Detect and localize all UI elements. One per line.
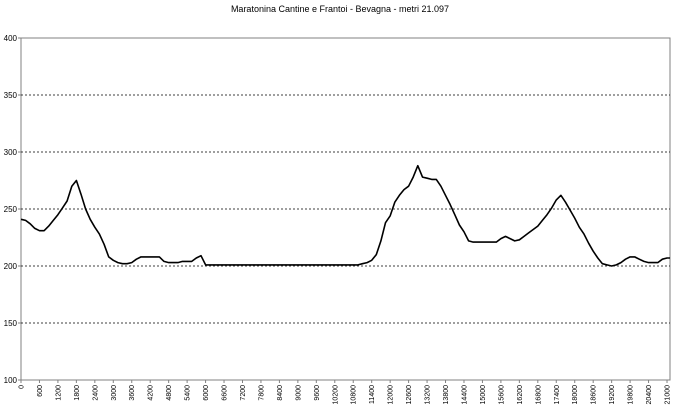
x-tick-label: 6600 [222, 385, 229, 401]
y-axis: 100 150 200 250 300 350 400 [4, 34, 21, 385]
x-tick-label: 19200 [609, 385, 616, 405]
x-tick-label: 16200 [517, 385, 524, 405]
x-tick-label: 16800 [535, 385, 542, 405]
y-tick-label: 150 [4, 319, 18, 328]
y-tick-label: 350 [4, 91, 18, 100]
x-tick-label: 11400 [369, 385, 376, 404]
x-tick-label: 18000 [572, 385, 579, 405]
x-tick-label: 1800 [74, 385, 81, 401]
x-tick-label: 21000 [665, 385, 672, 405]
grid-lines [21, 94, 670, 324]
y-tick-label: 100 [4, 376, 18, 385]
x-tick-label: 10800 [351, 385, 358, 405]
x-tick-label: 20400 [646, 385, 653, 405]
x-tick-label: 13800 [443, 385, 450, 405]
elevation-line [20, 164, 670, 267]
x-tick-label: 8400 [277, 385, 284, 401]
x-tick-label: 5400 [185, 385, 192, 401]
x-tick-label: 10200 [332, 385, 339, 405]
series-layer [20, 164, 670, 267]
y-tick-label: 300 [4, 148, 18, 157]
x-tick-label: 3600 [129, 385, 136, 401]
x-tick-label: 17400 [554, 385, 561, 405]
x-tick-label: 2400 [92, 385, 99, 401]
x-axis: 0 600 1200 1800 2400 3000 3600 4200 4800 5400 6000… [19, 380, 672, 404]
x-tick-label: 15600 [498, 385, 505, 405]
x-tick-label: 12000 [388, 385, 395, 405]
x-tick-label: 6000 [203, 385, 210, 401]
x-tick-label: 4800 [166, 385, 173, 401]
x-tick-label: 1200 [55, 385, 62, 401]
x-tick-label: 19800 [628, 385, 635, 405]
x-tick-label: 12600 [406, 385, 413, 405]
x-tick-label: 13200 [425, 385, 432, 405]
x-tick-label: 7200 [240, 385, 247, 401]
x-tick-label: 18600 [591, 385, 598, 405]
x-tick-label: 4200 [148, 385, 155, 401]
x-tick-label: 9600 [314, 385, 321, 401]
x-tick-label: 0 [19, 385, 26, 389]
x-tick-label: 7800 [258, 385, 265, 401]
y-tick-label: 250 [4, 205, 18, 214]
x-tick-label: 600 [37, 385, 44, 397]
y-tick-label: 400 [4, 34, 18, 43]
x-tick-label: 9000 [295, 385, 302, 401]
x-tick-label: 14400 [461, 385, 468, 405]
y-tick-label: 200 [4, 262, 18, 271]
chart-title: Maratonina Cantine e Frantoi - Bevagna -… [230, 4, 450, 14]
x-tick-label: 3000 [111, 385, 118, 401]
x-tick-label: 15000 [480, 385, 487, 405]
